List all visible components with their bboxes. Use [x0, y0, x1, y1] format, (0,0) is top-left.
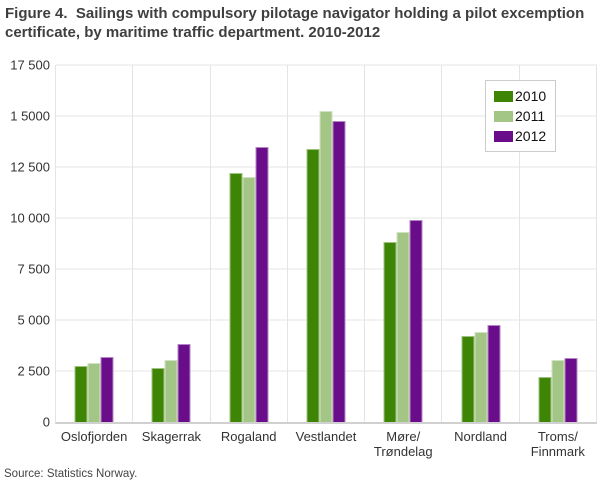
x-axis-label-line: Vestlandet: [295, 429, 357, 444]
bar-2010: [151, 367, 165, 422]
y-tick-label: 2 500: [17, 363, 50, 379]
bar-group: [538, 65, 578, 422]
bar-group: [461, 65, 501, 422]
bar-group: [229, 65, 269, 422]
legend-item-2011[interactable]: 2011: [494, 108, 546, 124]
x-axis-label-line: Møre/: [386, 429, 421, 444]
category-column: Nordland: [442, 65, 520, 444]
y-tick-label: 12 500: [10, 159, 50, 175]
y-tick-label: 0: [42, 414, 50, 430]
bar-2012: [177, 344, 191, 422]
bar-2011: [242, 177, 256, 422]
x-axis-label: Nordland: [454, 429, 507, 444]
x-axis-label: Møre/Trøndelag: [374, 429, 433, 459]
bar-2011: [474, 332, 488, 422]
x-axis-label-line: Finnmark: [530, 444, 585, 459]
category-column: Skagerrak: [133, 65, 211, 444]
legend-label: 2010: [515, 88, 547, 104]
chart-title-line1: Figure 4. Sailings with compulsory pilot…: [5, 5, 585, 22]
bar-group: [151, 65, 191, 422]
chart-title-line2: certificate, by maritime traffic departm…: [5, 24, 381, 41]
category-column: Møre/Trøndelag: [365, 65, 443, 459]
legend-swatch: [494, 130, 513, 142]
y-axis: 17 500 1 5000 12 500 10 000 7 500 5 000 2 500 0: [0, 58, 50, 430]
bar-2010: [229, 173, 243, 422]
bar-2012: [332, 121, 346, 422]
x-axis-label: Rogaland: [221, 429, 277, 444]
x-axis-label: Vestlandet: [296, 429, 357, 444]
bar-2011: [319, 110, 333, 422]
y-tick-label: 7 500: [17, 261, 50, 277]
x-axis-label-line: Trøndelag: [373, 444, 433, 459]
x-axis-label-line: Oslofjorden: [60, 429, 128, 444]
y-tick-label: 5 000: [17, 312, 50, 328]
bar-2011: [551, 359, 565, 422]
x-axis-label: Oslofjorden: [61, 429, 127, 444]
y-tick-label: 17 500: [10, 57, 50, 73]
chart-title: Figure 4. Sailings with compulsory pilot…: [5, 4, 609, 42]
bar-2010: [538, 377, 552, 422]
legend-label: 2011: [515, 108, 546, 124]
x-axis-label-line: Nordland: [454, 429, 507, 444]
bar-2011: [396, 232, 410, 422]
legend-swatch: [494, 110, 513, 122]
bar-2011: [164, 359, 178, 422]
x-axis-label-line: Troms/: [537, 429, 578, 444]
bar-2011: [87, 362, 101, 422]
gridline: [56, 64, 597, 66]
bar-group: [74, 65, 114, 422]
category-column: Rogaland: [211, 65, 288, 444]
x-axis-label-line: Rogaland: [220, 429, 277, 444]
columns: Oslofjorden Skagerrak Rogaland Vestlandet Mø…: [56, 65, 597, 459]
bar-2010: [74, 365, 88, 422]
bar-group: [306, 65, 346, 422]
bar-2012: [100, 356, 114, 422]
x-axis-label: Troms/Finnmark: [531, 429, 585, 459]
legend: 2010 2011 2012: [485, 80, 557, 152]
bar-2012: [255, 146, 269, 422]
bar-2010: [383, 242, 397, 422]
legend-swatch: [494, 90, 513, 102]
category-column: Troms/Finnmark: [520, 65, 597, 459]
source-note: Source: Statistics Norway.: [4, 468, 138, 480]
legend-item-2010[interactable]: 2010: [494, 88, 546, 104]
bar-2012: [487, 325, 501, 422]
bar-2012: [564, 357, 578, 422]
x-axis-label: Skagerrak: [142, 429, 201, 444]
y-tick-label: 10 000: [10, 210, 50, 226]
y-tick-label: 1 5000: [10, 108, 50, 124]
x-axis-label-line: Skagerrak: [141, 429, 202, 444]
category-column: Oslofjorden: [56, 65, 134, 444]
bar-2010: [306, 148, 320, 422]
bar-group: [383, 65, 423, 422]
legend-label: 2012: [515, 128, 547, 144]
plot-area: Oslofjorden Skagerrak Rogaland Vestlandet Mø…: [55, 64, 597, 459]
bar-2010: [461, 336, 475, 422]
legend-item-2012[interactable]: 2012: [494, 128, 546, 144]
category-column: Vestlandet: [288, 65, 366, 444]
bar-2012: [409, 220, 423, 422]
